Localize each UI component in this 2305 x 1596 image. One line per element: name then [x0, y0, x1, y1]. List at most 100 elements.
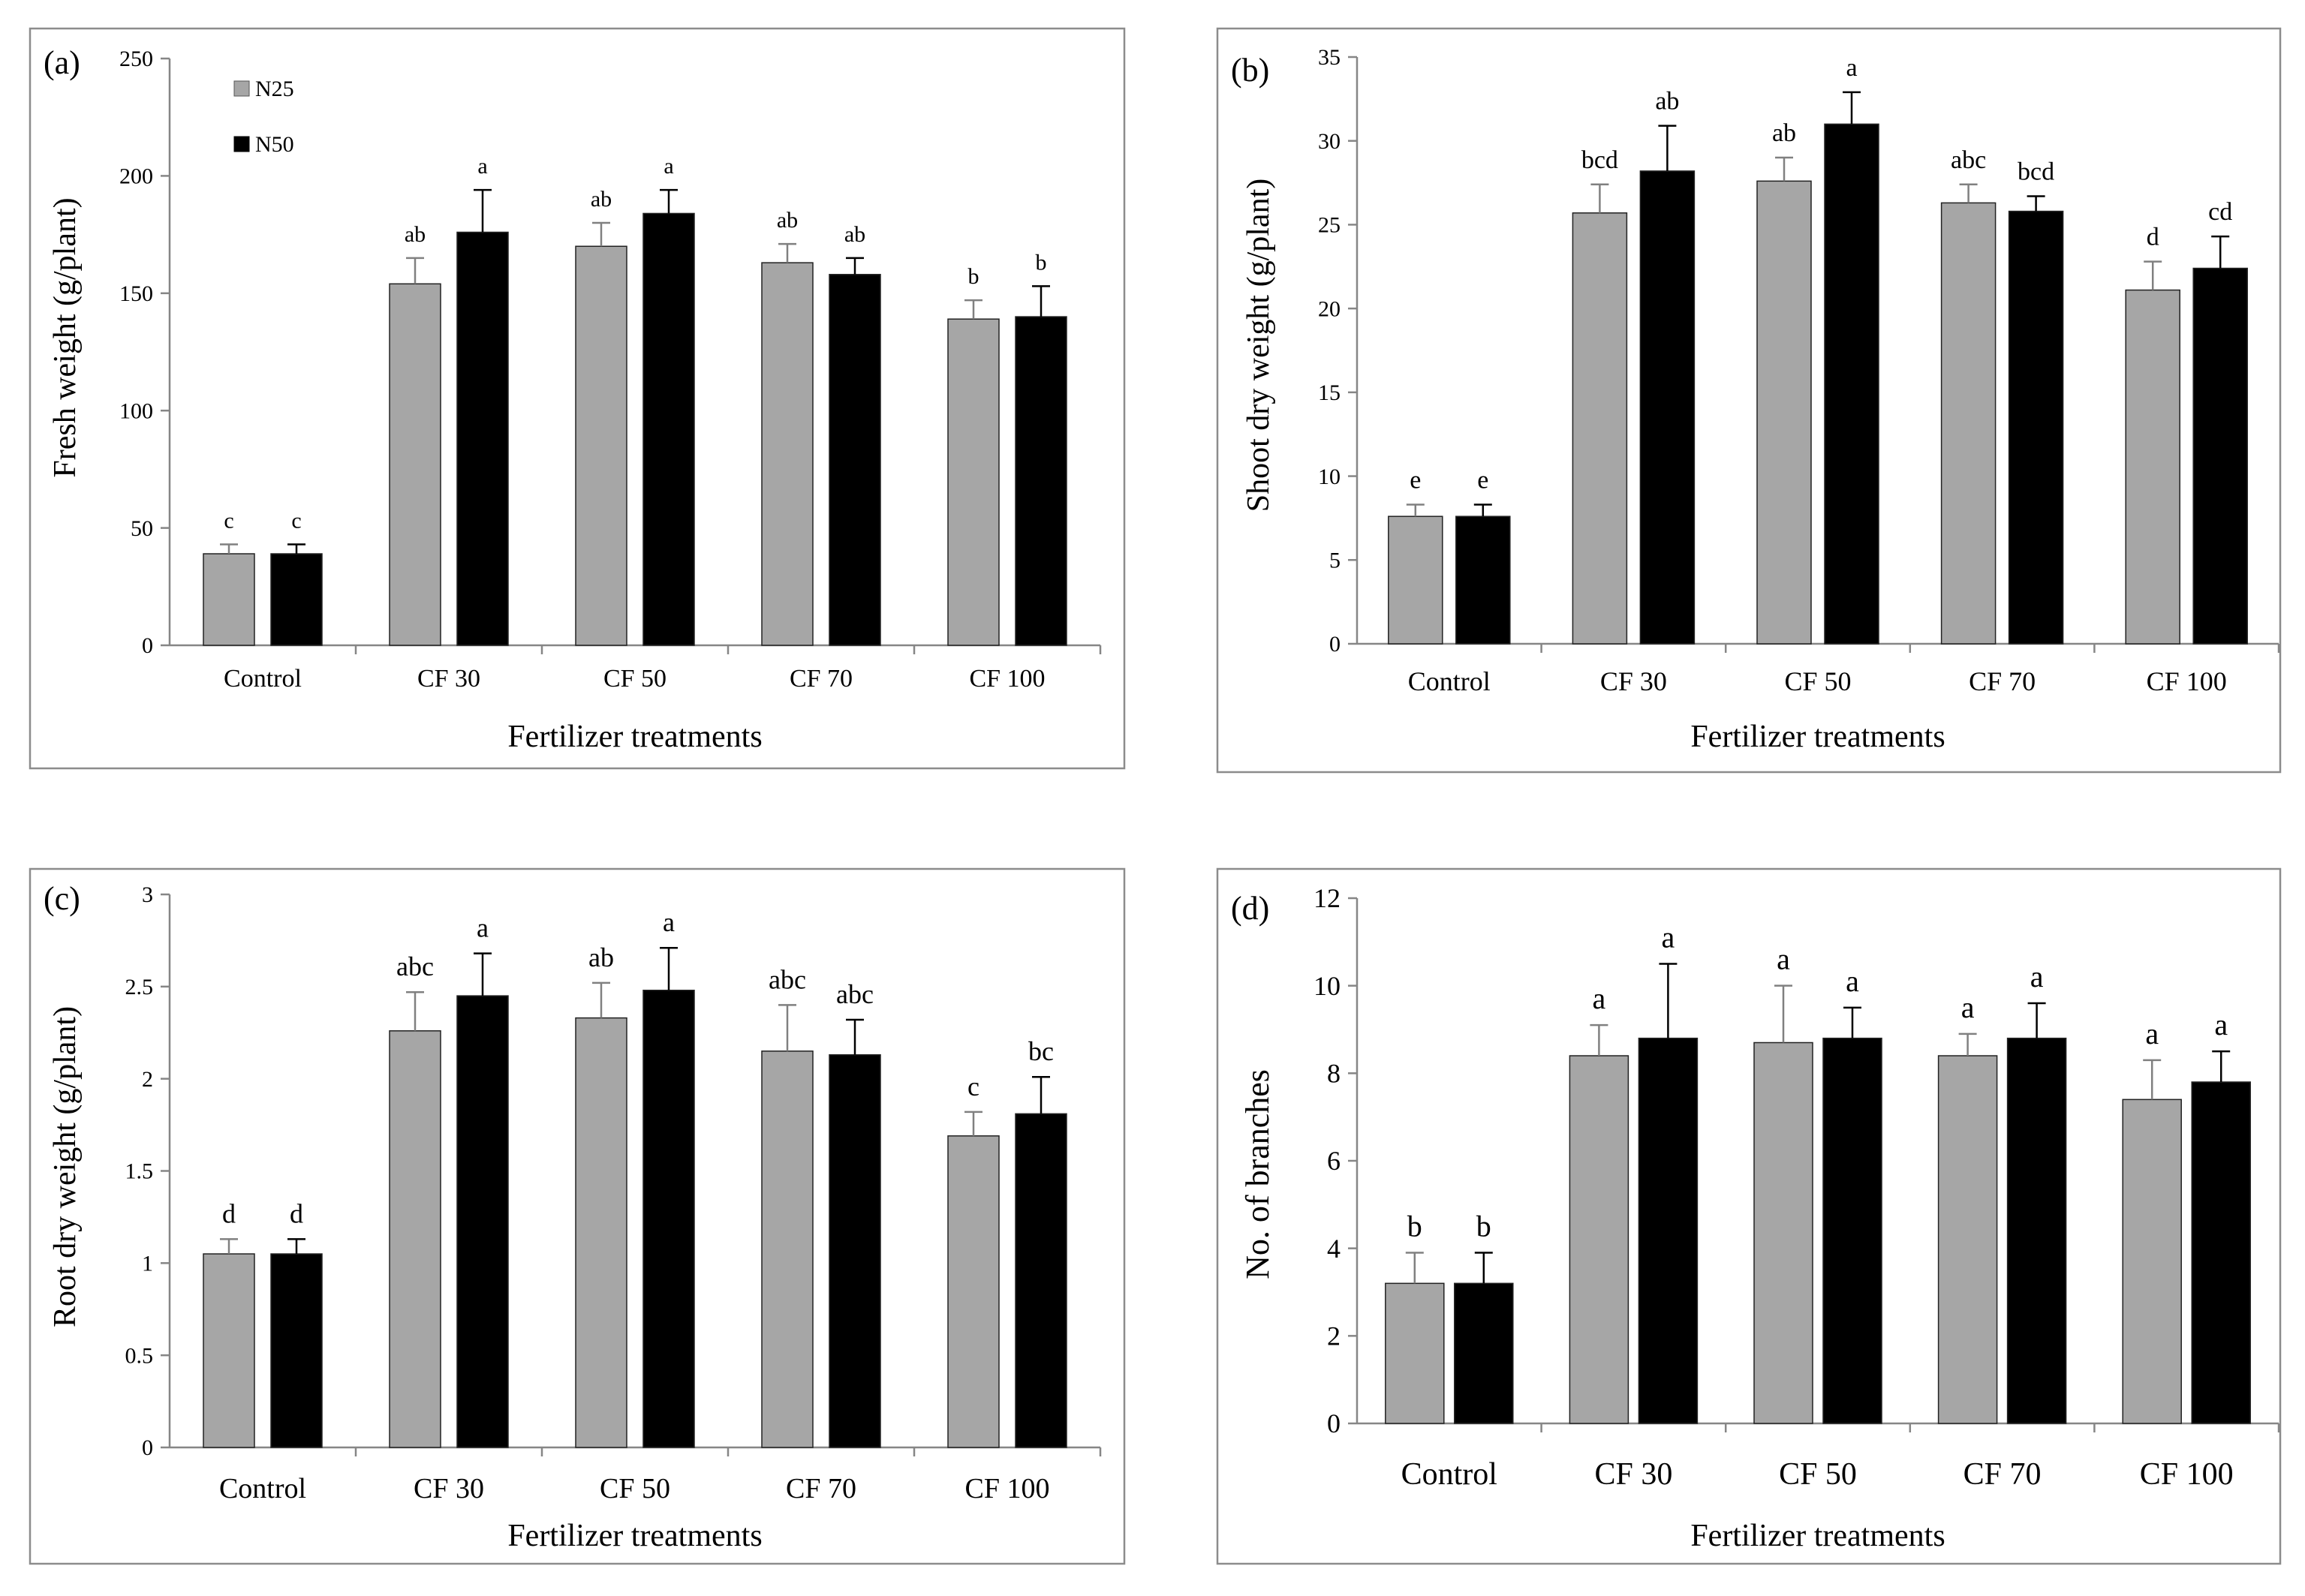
- significance-letter: a: [1846, 54, 1857, 82]
- y-tick-label: 0: [142, 633, 153, 658]
- x-tick-label: CF 70: [1963, 1457, 2042, 1492]
- y-tick-label: 10: [1318, 464, 1341, 489]
- legend-label-n50: N50: [255, 132, 294, 157]
- bar: [575, 245, 627, 646]
- y-tick-label: 250: [119, 47, 153, 71]
- significance-letter: bcd: [2018, 158, 2054, 185]
- y-tick-label: 20: [1318, 296, 1341, 321]
- bar: [1756, 180, 1812, 645]
- chart-panel: (d) 0 2 4 6 8 10 12 Control b b CF 30 a a CF 50 a a CF 70…: [1216, 867, 2282, 1565]
- y-tick-label: 100: [119, 398, 153, 423]
- significance-letter: e: [1477, 467, 1488, 494]
- significance-letter: a: [663, 907, 675, 937]
- y-axis-title: Shoot dry weight (g/plant): [1241, 179, 1276, 512]
- bar: [642, 989, 695, 1448]
- significance-letter: a: [2030, 960, 2044, 993]
- significance-letter: a: [477, 154, 487, 179]
- y-tick-label: 200: [119, 164, 153, 189]
- y-tick-label: 8: [1327, 1059, 1341, 1089]
- x-tick-label: Control: [219, 1473, 306, 1504]
- bar: [270, 1253, 323, 1448]
- bar: [829, 274, 881, 646]
- y-tick-label: 0: [1329, 632, 1341, 657]
- x-tick-label: CF 50: [1779, 1457, 1857, 1492]
- y-tick-label: 10: [1313, 971, 1341, 1001]
- x-tick-label: CF 30: [414, 1473, 484, 1504]
- panel-frame: [1216, 867, 2282, 1565]
- bar: [203, 553, 255, 646]
- bar: [456, 995, 509, 1448]
- x-tick-label: CF 50: [1784, 666, 1851, 696]
- y-tick-label: 2: [142, 1067, 153, 1092]
- x-axis-title: Fertilizer treatments: [507, 1519, 762, 1553]
- x-tick-label: CF 50: [600, 1473, 670, 1504]
- bar: [575, 1017, 627, 1448]
- y-tick-label: 1: [142, 1252, 153, 1276]
- y-tick-label: 2.5: [125, 975, 154, 999]
- y-axis-title: Root dry weight (g/plant): [48, 1006, 83, 1327]
- y-tick-label: 150: [119, 281, 153, 306]
- y-tick-label: 3: [142, 882, 153, 907]
- bar: [456, 231, 509, 646]
- significance-letter: b: [1407, 1210, 1422, 1243]
- significance-letter: a: [2214, 1008, 2228, 1041]
- bar: [1824, 123, 1879, 645]
- significance-letter: bc: [1028, 1036, 1054, 1066]
- x-axis-title: Fertilizer treatments: [1690, 720, 1945, 754]
- bar: [947, 1135, 1000, 1448]
- significance-letter: ab: [844, 222, 865, 247]
- bar: [1569, 1055, 1629, 1424]
- x-tick-label: CF 30: [417, 665, 480, 693]
- bar: [1454, 1282, 1514, 1424]
- bar: [389, 283, 441, 646]
- y-axis-title: No. of branches: [1239, 1069, 1276, 1279]
- significance-letter: c: [291, 508, 301, 533]
- significance-letter: d: [222, 1198, 236, 1228]
- y-tick-label: 2: [1327, 1321, 1341, 1351]
- x-tick-label: CF 100: [2140, 1457, 2234, 1492]
- bar: [2191, 1081, 2251, 1424]
- significance-letter: c: [967, 1072, 979, 1102]
- panel-label: (c): [44, 880, 80, 917]
- significance-letter: a: [2145, 1017, 2159, 1050]
- legend-swatch-n50: [233, 136, 250, 152]
- panel-label: (a): [44, 44, 80, 81]
- bar: [1015, 316, 1067, 646]
- x-tick-label: Control: [224, 665, 302, 693]
- bar: [761, 262, 814, 646]
- bar: [1572, 212, 1628, 645]
- significance-letter: a: [1662, 921, 1675, 954]
- legend-label-n25: N25: [255, 77, 294, 101]
- significance-letter: ab: [777, 208, 798, 233]
- significance-letter: cd: [2208, 198, 2232, 226]
- significance-letter: a: [664, 154, 673, 179]
- x-tick-label: CF 50: [603, 665, 667, 693]
- significance-letter: ab: [1772, 119, 1796, 147]
- bar: [1940, 202, 1997, 645]
- y-tick-label: 12: [1313, 883, 1341, 913]
- bar: [270, 553, 323, 646]
- significance-letter: abc: [396, 951, 434, 981]
- bar: [947, 318, 1000, 646]
- significance-letter: ab: [588, 942, 614, 972]
- x-tick-label: CF 70: [790, 665, 853, 693]
- significance-letter: d: [290, 1198, 303, 1228]
- significance-letter: e: [1410, 467, 1421, 494]
- significance-letter: ab: [405, 222, 426, 247]
- y-tick-label: 35: [1318, 45, 1341, 70]
- y-tick-label: 1.5: [125, 1159, 154, 1184]
- bar: [2192, 267, 2248, 645]
- chart-panel: (b) 0 5 10 15 20 25 30 35 Control e e CF 30 bcd ab CF 5…: [1216, 27, 2282, 774]
- panel-label: (b): [1231, 52, 1269, 89]
- panel-frame: [1216, 27, 2282, 774]
- bar: [829, 1053, 881, 1448]
- bar: [642, 212, 695, 646]
- legend: N25 N50: [233, 77, 294, 157]
- bar: [2122, 1099, 2182, 1424]
- y-tick-label: 25: [1318, 213, 1341, 238]
- y-tick-label: 6: [1327, 1146, 1341, 1176]
- bar: [389, 1030, 441, 1448]
